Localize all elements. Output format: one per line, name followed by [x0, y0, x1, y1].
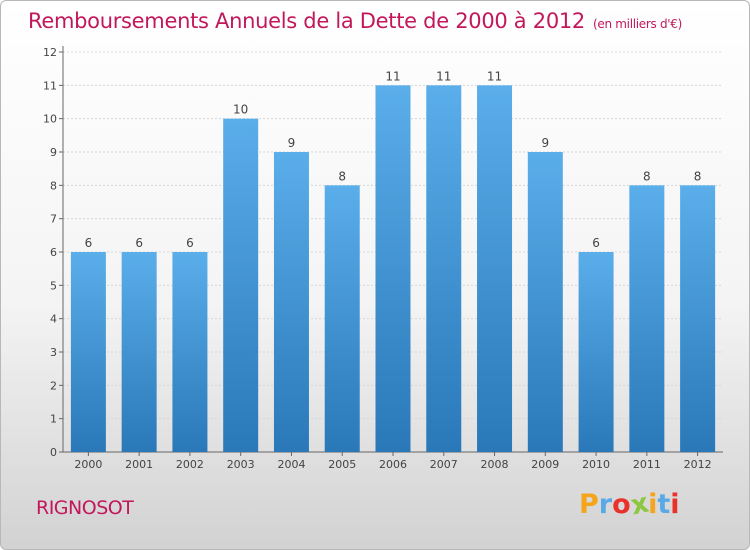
data-label-2004: 9	[288, 136, 296, 150]
x-tick-label-2005: 2005	[328, 458, 356, 471]
data-label-2002: 6	[186, 236, 194, 250]
bar-2010	[578, 252, 614, 452]
x-tick-label-2007: 2007	[430, 458, 458, 471]
data-label-2001: 6	[135, 236, 143, 250]
bar-2002	[172, 252, 208, 452]
x-tick-label-2011: 2011	[633, 458, 661, 471]
x-tick-label-2006: 2006	[379, 458, 407, 471]
bar-2003	[223, 118, 259, 453]
bar-2007	[426, 85, 462, 452]
logo-letter: i	[670, 489, 680, 520]
chart-title: Remboursements Annuels de la Dette de 20…	[28, 9, 682, 33]
y-tick-label: 1	[50, 413, 57, 426]
data-label-2009: 9	[541, 136, 549, 150]
logo-letter: t	[657, 489, 671, 520]
commune-name: RIGNOSOT	[36, 497, 134, 519]
y-tick-label: 3	[50, 346, 57, 359]
y-tick-label: 6	[50, 246, 57, 259]
chart-subtitle: (en milliers d'€)	[593, 17, 683, 31]
y-tick-label: 8	[50, 179, 57, 192]
bar-2001	[121, 252, 157, 452]
data-label-2011: 8	[643, 169, 651, 183]
data-label-2008: 11	[487, 69, 502, 83]
bar-2006	[375, 85, 411, 452]
data-label-2010: 6	[592, 236, 600, 250]
bar-2008	[477, 85, 513, 452]
y-tick-label: 11	[43, 79, 57, 92]
x-tick-label-2000: 2000	[74, 458, 102, 471]
x-tick-label-2002: 2002	[176, 458, 204, 471]
bar-2012	[680, 185, 716, 453]
data-labels: 6 6 6 10 9 8 11 11 11 9 6 8 8	[85, 69, 702, 250]
proxiti-logo: Proxiti	[579, 488, 680, 522]
x-tick-label-2010: 2010	[582, 458, 610, 471]
y-tick-label: 7	[50, 213, 57, 226]
y-tick-label: 9	[50, 146, 57, 159]
y-tick-label: 10	[43, 113, 57, 126]
y-tick-label: 0	[50, 446, 57, 459]
bar-2011	[629, 185, 665, 453]
x-tick-label-2008: 2008	[481, 458, 509, 471]
x-tick-label-2012: 2012	[684, 458, 712, 471]
data-label-2006: 11	[385, 69, 400, 83]
y-tick-label: 2	[50, 379, 57, 392]
bar-2009	[527, 152, 563, 452]
data-label-2000: 6	[85, 236, 93, 250]
logo-letter: P	[579, 489, 599, 520]
data-label-2005: 8	[338, 169, 346, 183]
y-tick-label: 12	[43, 46, 57, 59]
y-tick-label: 5	[50, 279, 57, 292]
x-tick-label-2003: 2003	[227, 458, 255, 471]
data-label-2003: 10	[233, 103, 248, 117]
logo-letter: r	[598, 489, 613, 520]
data-label-2007: 11	[436, 69, 451, 83]
x-tick-label-2001: 2001	[125, 458, 153, 471]
bars	[70, 85, 716, 453]
x-tick-labels: 2000 2001 2002 2003 2004 2005 2006 2007 2008 2009…	[74, 452, 712, 471]
logo-letter: o	[612, 489, 631, 520]
logo-letter: i	[648, 489, 658, 520]
title-text: Remboursements Annuels de la Dette de 20…	[28, 9, 585, 33]
y-tick-label: 4	[50, 313, 57, 326]
bar-2004	[273, 152, 309, 452]
x-tick-label-2004: 2004	[277, 458, 305, 471]
bar-2005	[324, 185, 360, 453]
x-tick-label-2009: 2009	[531, 458, 559, 471]
bar-2000	[70, 252, 106, 452]
data-label-2012: 8	[694, 169, 702, 183]
